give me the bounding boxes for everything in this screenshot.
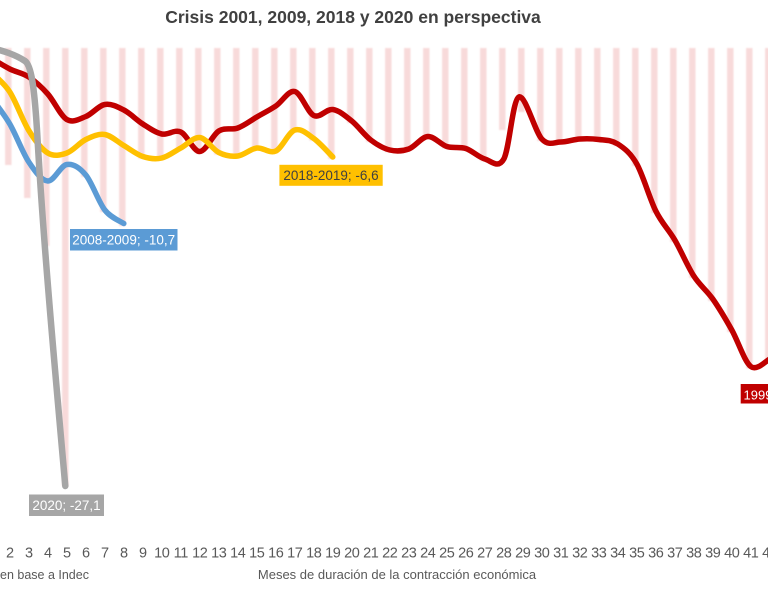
svg-text:19: 19 bbox=[325, 546, 341, 562]
svg-text:28: 28 bbox=[496, 546, 512, 562]
svg-text:2018-2019; -6,6: 2018-2019; -6,6 bbox=[283, 168, 378, 183]
svg-text:16: 16 bbox=[268, 546, 284, 562]
svg-text:Crisis 2001, 2009, 2018 y 2020: Crisis 2001, 2009, 2018 y 2020 en perspe… bbox=[165, 7, 541, 27]
svg-text:29: 29 bbox=[515, 546, 531, 562]
svg-text:37: 37 bbox=[667, 546, 683, 562]
svg-text:18: 18 bbox=[306, 546, 322, 562]
svg-text:13: 13 bbox=[211, 546, 227, 562]
svg-text:en base a Indec: en base a Indec bbox=[0, 568, 89, 582]
svg-text:5: 5 bbox=[63, 546, 71, 562]
svg-text:24: 24 bbox=[420, 546, 436, 562]
svg-text:32: 32 bbox=[572, 546, 588, 562]
svg-text:31: 31 bbox=[553, 546, 569, 562]
svg-text:22: 22 bbox=[382, 546, 398, 562]
svg-text:25: 25 bbox=[439, 546, 455, 562]
svg-text:27: 27 bbox=[477, 546, 493, 562]
svg-text:20: 20 bbox=[344, 546, 360, 562]
svg-text:35: 35 bbox=[629, 546, 645, 562]
svg-text:2: 2 bbox=[6, 546, 14, 562]
svg-text:40: 40 bbox=[724, 546, 740, 562]
svg-text:Meses de duración de la contra: Meses de duración de la contracción econ… bbox=[258, 567, 537, 582]
svg-text:38: 38 bbox=[686, 546, 702, 562]
svg-text:36: 36 bbox=[648, 546, 664, 562]
svg-text:2020; -27,1: 2020; -27,1 bbox=[32, 498, 100, 513]
svg-text:3: 3 bbox=[25, 546, 33, 562]
svg-text:33: 33 bbox=[591, 546, 607, 562]
svg-text:9: 9 bbox=[139, 546, 147, 562]
svg-text:21: 21 bbox=[363, 546, 379, 562]
svg-text:8: 8 bbox=[120, 546, 128, 562]
svg-text:1999-2002: 1999-2002 bbox=[744, 388, 768, 403]
svg-text:7: 7 bbox=[101, 546, 109, 562]
svg-text:10: 10 bbox=[154, 546, 170, 562]
svg-text:4: 4 bbox=[44, 546, 52, 562]
svg-text:15: 15 bbox=[249, 546, 265, 562]
svg-text:17: 17 bbox=[287, 546, 303, 562]
svg-text:39: 39 bbox=[705, 546, 721, 562]
svg-text:14: 14 bbox=[230, 546, 246, 562]
svg-text:6: 6 bbox=[82, 546, 90, 562]
svg-text:12: 12 bbox=[192, 546, 208, 562]
svg-text:11: 11 bbox=[174, 546, 189, 562]
svg-text:41: 41 bbox=[743, 546, 759, 562]
svg-text:26: 26 bbox=[458, 546, 474, 562]
svg-text:2008-2009; -10,7: 2008-2009; -10,7 bbox=[72, 233, 175, 248]
svg-text:42: 42 bbox=[762, 546, 768, 562]
svg-text:23: 23 bbox=[401, 546, 417, 562]
svg-text:30: 30 bbox=[534, 546, 550, 562]
svg-text:34: 34 bbox=[610, 546, 626, 562]
